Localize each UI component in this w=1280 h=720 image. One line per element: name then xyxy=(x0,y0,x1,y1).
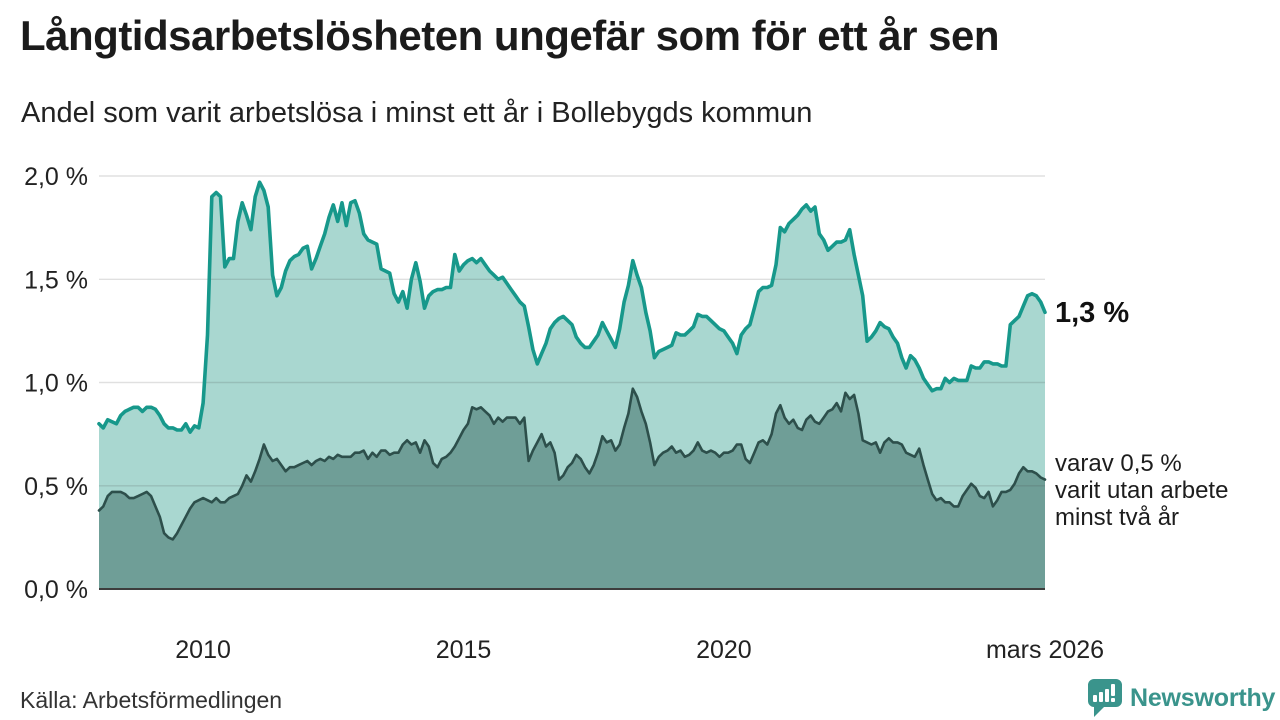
chart-subtitle: Andel som varit arbetslösa i minst ett å… xyxy=(21,97,813,129)
secondary-series-label-line2: varit utan arbete xyxy=(1055,477,1229,504)
y-tick-label-2: 2,0 % xyxy=(24,163,88,191)
x-tick-label-2020: 2020 xyxy=(696,636,752,664)
secondary-series-label-line3: minst två år xyxy=(1055,504,1180,531)
logo-bar-3 xyxy=(1105,689,1109,702)
newsworthy-logo: Newsworthy xyxy=(1086,678,1275,718)
latest-value-label: 1,3 % xyxy=(1055,297,1130,329)
logo-exclamation-dot xyxy=(1111,698,1115,702)
y-tick-label-1.5: 1,5 % xyxy=(24,266,88,294)
logo-bar-2 xyxy=(1099,692,1103,702)
y-tick-label-0.5: 0,5 % xyxy=(24,473,88,501)
logo-exclamation-bar xyxy=(1111,684,1115,696)
newsworthy-logo-icon xyxy=(1088,679,1122,717)
chart-title: Långtidsarbetslösheten ungefär som för e… xyxy=(20,12,1000,59)
line-minst-ett-ar xyxy=(97,180,1047,434)
x-tick-label-2010: 2010 xyxy=(175,636,231,664)
x-tick-label-mars-2026: mars 2026 xyxy=(986,636,1104,664)
line-minst-tva-ar xyxy=(97,387,1047,541)
newsworthy-logo-text: Newsworthy xyxy=(1130,683,1276,712)
x-tick-label-2015: 2015 xyxy=(436,636,492,664)
y-tick-label-1: 1,0 % xyxy=(24,370,88,398)
secondary-series-label-line1: varav 0,5 % xyxy=(1055,450,1182,477)
source-attribution: Källa: Arbetsförmedlingen xyxy=(20,687,283,713)
logo-bar-1 xyxy=(1093,695,1097,702)
y-tick-label-0: 0,0 % xyxy=(24,576,88,604)
area-minst-tva-ar xyxy=(99,388,1045,589)
secondary-series-label: varav 0,5 % varit utan arbete minst två … xyxy=(1055,450,1228,531)
